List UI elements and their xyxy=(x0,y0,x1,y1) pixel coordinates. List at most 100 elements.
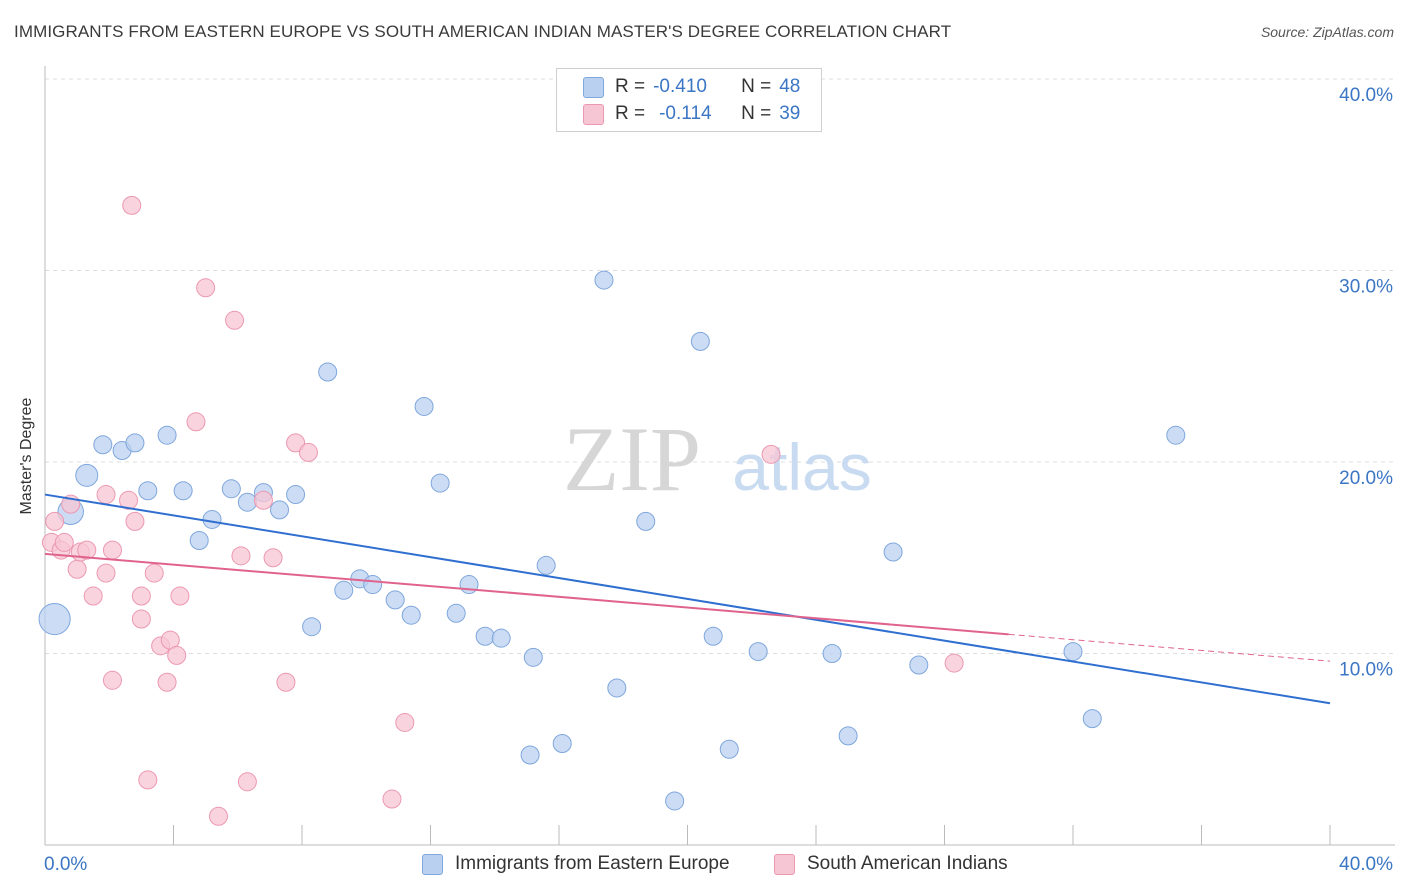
point-eastern-europe xyxy=(1063,642,1083,662)
point-south-american-indian xyxy=(96,563,116,583)
r-value-pink: -0.114 xyxy=(659,103,712,124)
point-south-american-indian xyxy=(157,672,177,692)
point-south-american-indian xyxy=(167,645,187,665)
point-eastern-europe xyxy=(138,481,158,501)
point-south-american-indian xyxy=(253,490,273,510)
point-eastern-europe xyxy=(38,602,71,636)
r-value-blue: -0.410 xyxy=(653,76,707,97)
point-eastern-europe xyxy=(552,734,572,754)
legend-item-eastern-europe[interactable]: Immigrants from Eastern Europe xyxy=(422,850,730,878)
n-label: N = xyxy=(741,76,772,97)
point-eastern-europe xyxy=(237,492,257,512)
point-south-american-indian xyxy=(131,609,151,629)
point-south-american-indian xyxy=(286,433,306,453)
stats-swatch-blue xyxy=(583,77,604,98)
x-tick-label-max: 40.0% xyxy=(1339,854,1393,875)
n-value-pink: 39 xyxy=(779,103,801,124)
point-south-american-indian xyxy=(119,490,139,510)
point-eastern-europe xyxy=(334,580,354,600)
point-eastern-europe xyxy=(270,500,290,520)
point-eastern-europe xyxy=(690,331,710,351)
point-eastern-europe xyxy=(1166,425,1186,445)
point-eastern-europe xyxy=(189,531,209,551)
trend-lines xyxy=(44,493,1331,705)
point-south-american-indian xyxy=(225,310,245,330)
point-eastern-europe xyxy=(414,396,434,416)
point-eastern-europe xyxy=(536,555,556,575)
n-label: N = xyxy=(741,103,772,124)
point-south-american-indian xyxy=(382,789,402,809)
point-eastern-europe xyxy=(446,603,466,623)
point-south-american-indian xyxy=(276,672,296,692)
point-south-american-indian xyxy=(54,532,74,552)
watermark-atlas: atlas xyxy=(732,430,871,504)
legend-label: Immigrants from Eastern Europe xyxy=(455,853,730,874)
point-eastern-europe xyxy=(1082,709,1102,729)
legend-swatch-blue xyxy=(422,853,443,875)
legend-item-south-american-indians[interactable]: South American Indians xyxy=(774,850,1008,878)
point-eastern-europe xyxy=(475,626,495,646)
stats-swatch-pink xyxy=(583,104,604,125)
axes xyxy=(44,66,1395,846)
n-value-blue: 48 xyxy=(779,76,801,97)
series-eastern-europe-points xyxy=(38,270,1186,811)
point-eastern-europe xyxy=(173,481,193,501)
point-south-american-indian xyxy=(138,770,158,790)
y-tick-labels: 10.0% 20.0% 30.0% 40.0% xyxy=(1339,85,1393,681)
point-eastern-europe xyxy=(748,642,768,662)
point-eastern-europe xyxy=(665,791,685,811)
point-eastern-europe xyxy=(125,433,145,453)
point-eastern-europe xyxy=(523,647,543,667)
point-eastern-europe xyxy=(363,575,383,595)
y-tick-label: 10.0% xyxy=(1339,660,1393,681)
watermark-zip: ZIP xyxy=(563,408,701,510)
point-eastern-europe xyxy=(286,485,306,505)
point-eastern-europe xyxy=(594,270,614,290)
y-tick-label: 20.0% xyxy=(1339,468,1393,489)
point-eastern-europe xyxy=(385,590,405,610)
point-south-american-indian xyxy=(231,546,251,566)
point-eastern-europe xyxy=(93,435,113,455)
y-tick-label: 30.0% xyxy=(1339,277,1393,298)
stats-row-eastern-europe: R = -0.410 N = 48 xyxy=(615,74,800,100)
point-eastern-europe xyxy=(607,678,627,698)
point-south-american-indian xyxy=(125,511,145,531)
point-eastern-europe xyxy=(703,626,723,646)
point-south-american-indian xyxy=(196,278,216,298)
gridlines xyxy=(45,78,1395,654)
point-eastern-europe xyxy=(719,739,739,759)
point-eastern-europe xyxy=(401,605,421,625)
point-south-american-indian xyxy=(237,772,257,792)
point-south-american-indian xyxy=(45,511,65,531)
point-eastern-europe xyxy=(430,473,450,493)
point-south-american-indian xyxy=(122,195,142,215)
trend-line-eastern-europe xyxy=(44,493,1331,705)
point-south-american-indian xyxy=(944,653,964,673)
point-south-american-indian xyxy=(186,412,206,432)
point-eastern-europe xyxy=(838,726,858,746)
trend-line-south-american-indian xyxy=(44,552,1009,636)
point-eastern-europe xyxy=(822,644,842,663)
legend-label: South American Indians xyxy=(807,853,1008,874)
x-tick-label-min: 0.0% xyxy=(44,854,87,875)
series-south-american-indian-points xyxy=(41,195,964,826)
point-south-american-indian xyxy=(83,586,103,606)
point-south-american-indian xyxy=(77,540,97,560)
point-eastern-europe xyxy=(883,542,903,562)
y-axis-label: Master's Degree xyxy=(18,397,35,515)
point-south-american-indian xyxy=(761,444,781,464)
r-label: R = xyxy=(615,103,646,124)
chart-title: IMMIGRANTS FROM EASTERN EUROPE VS SOUTH … xyxy=(14,22,952,41)
point-eastern-europe xyxy=(636,511,656,531)
point-south-american-indian xyxy=(208,806,228,826)
legend-swatch-pink xyxy=(774,853,795,875)
point-eastern-europe xyxy=(520,745,540,765)
r-label: R = xyxy=(615,76,646,97)
point-eastern-europe xyxy=(221,479,241,499)
point-south-american-indian xyxy=(67,559,87,579)
x-tick-labels: 0.0% 40.0% xyxy=(44,854,1393,875)
point-eastern-europe xyxy=(459,575,479,595)
correlation-stats-box: R = -0.410 N = 48 R = -0.114 N = 39 xyxy=(556,68,822,132)
point-eastern-europe xyxy=(302,617,322,637)
